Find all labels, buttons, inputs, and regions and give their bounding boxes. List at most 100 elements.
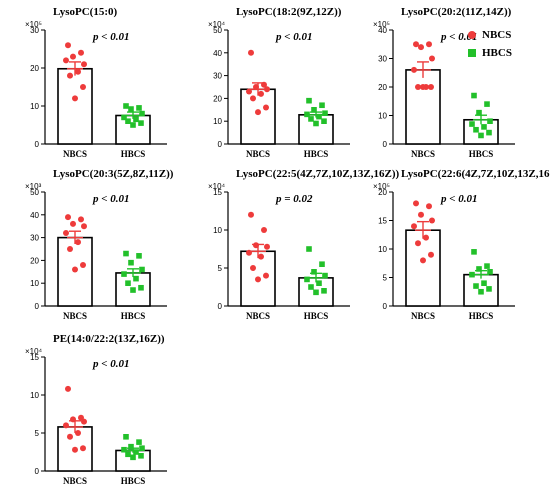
- legend-item-nbcs: NBCS: [468, 26, 548, 44]
- legend-item-hbcs: HBCS: [468, 44, 548, 62]
- data-point-nbcs: [65, 214, 71, 221]
- data-point-hbcs: [487, 269, 493, 275]
- y-tick-label: 30: [378, 55, 387, 64]
- data-point-hbcs: [121, 114, 127, 121]
- data-point-nbcs: [70, 53, 76, 60]
- data-point-nbcs: [426, 203, 432, 210]
- data-point-nbcs: [415, 84, 421, 90]
- data-point-nbcs: [263, 272, 269, 279]
- data-point-nbcs: [261, 81, 267, 88]
- data-point-hbcs: [128, 106, 134, 112]
- data-point-hbcs: [136, 439, 142, 445]
- y-tick-label: 30: [30, 26, 39, 35]
- data-point-hbcs: [311, 269, 317, 275]
- panel-title: LysoPC(18:2(9Z,12Z)): [236, 6, 342, 18]
- x-tick-label: NBCS: [63, 149, 87, 159]
- data-point-hbcs: [476, 266, 482, 272]
- y-tick-label: 30: [30, 234, 39, 243]
- panel-7: PE(14:0/22:2(13Z,16Z)) ×10⁴ p < 0.01 0 5 10 15…: [25, 333, 167, 486]
- data-point-nbcs: [80, 261, 86, 268]
- data-point-nbcs: [428, 84, 434, 90]
- data-point-hbcs: [469, 121, 475, 127]
- y-tick-label: 20: [378, 83, 387, 92]
- x-tick-label: HBCS: [304, 149, 329, 159]
- y-tick-label: 10: [30, 102, 39, 111]
- y-tick-label: 10: [213, 117, 222, 126]
- data-point-nbcs: [261, 227, 267, 233]
- data-point-hbcs: [121, 446, 127, 453]
- data-point-nbcs: [411, 66, 417, 73]
- data-point-nbcs: [248, 49, 254, 56]
- bar-hbcs: [115, 114, 151, 145]
- x-tick-label: NBCS: [63, 476, 87, 486]
- y-tick-label: 30: [213, 72, 222, 81]
- data-point-hbcs: [484, 101, 490, 107]
- data-point-hbcs: [486, 129, 492, 136]
- y-tick-label: 0: [218, 302, 223, 311]
- data-point-nbcs: [78, 49, 84, 56]
- data-point-hbcs: [133, 275, 139, 282]
- data-point-nbcs: [423, 234, 429, 241]
- data-point-hbcs: [125, 118, 131, 124]
- y-tick-label: 0: [35, 140, 40, 149]
- bar-hbcs: [298, 114, 334, 145]
- data-point-hbcs: [130, 287, 136, 293]
- y-tick-label: 0: [383, 140, 388, 149]
- y-tick-label: 15: [213, 188, 222, 197]
- data-point-hbcs: [486, 286, 492, 292]
- data-point-nbcs: [80, 445, 86, 452]
- legend: NBCS HBCS: [468, 26, 548, 62]
- p-value-label: p < 0.01: [92, 31, 130, 43]
- data-point-hbcs: [322, 110, 328, 117]
- data-point-hbcs: [121, 271, 127, 277]
- data-point-nbcs: [70, 416, 76, 423]
- data-point-nbcs: [253, 84, 259, 90]
- data-point-nbcs: [428, 251, 434, 258]
- data-point-hbcs: [471, 92, 477, 99]
- data-point-nbcs: [246, 88, 252, 95]
- data-point-hbcs: [319, 102, 325, 109]
- data-point-nbcs: [253, 242, 259, 249]
- panel-2: LysoPC(18:2(9Z,12Z)) ×10⁴ p < 0.01 0 10 20 30 4…: [208, 6, 350, 159]
- bar-nbcs: [405, 229, 441, 307]
- panel-5: LysoPC(22:5(4Z,7Z,10Z,13Z,16Z)) ×10⁴ p = 0…: [208, 168, 400, 321]
- data-point-hbcs: [125, 451, 131, 458]
- panel-6: LysoPC(22:6(4Z,7Z,10Z,13Z,16Z,19Z)) ×10⁵ p…: [373, 168, 550, 321]
- y-tick-label: 0: [383, 302, 388, 311]
- data-point-nbcs: [418, 44, 424, 51]
- data-point-hbcs: [138, 284, 144, 291]
- data-point-nbcs: [63, 57, 69, 64]
- data-point-hbcs: [139, 445, 145, 451]
- axis-multiplier: ×10⁵: [25, 20, 42, 29]
- data-point-nbcs: [65, 42, 71, 49]
- y-tick-label: 0: [35, 467, 40, 476]
- y-tick-label: 20: [30, 256, 39, 265]
- data-point-hbcs: [136, 105, 142, 111]
- y-tick-label: 5: [35, 429, 40, 438]
- data-point-hbcs: [133, 116, 139, 123]
- data-point-nbcs: [63, 422, 69, 429]
- data-point-nbcs: [67, 246, 73, 252]
- data-point-hbcs: [133, 449, 139, 455]
- data-point-hbcs: [313, 120, 319, 127]
- data-point-nbcs: [413, 200, 419, 207]
- data-point-nbcs: [429, 55, 435, 62]
- data-point-nbcs: [248, 211, 254, 218]
- axis-multiplier: ×10³: [25, 182, 42, 191]
- data-point-hbcs: [125, 280, 131, 286]
- x-tick-label: NBCS: [411, 149, 435, 159]
- data-point-hbcs: [138, 120, 144, 126]
- axis-multiplier: ×10⁴: [25, 347, 43, 356]
- data-point-nbcs: [70, 220, 76, 227]
- data-point-nbcs: [72, 95, 78, 102]
- legend-label-hbcs: HBCS: [482, 47, 512, 59]
- x-tick-label: HBCS: [469, 311, 494, 321]
- data-point-hbcs: [322, 272, 328, 279]
- axis-multiplier: ×10⁵: [373, 20, 390, 29]
- panel-title: LysoPC(20:3(5Z,8Z,11Z)): [53, 168, 174, 180]
- data-point-nbcs: [81, 61, 87, 68]
- y-tick-label: 10: [30, 279, 39, 288]
- data-point-hbcs: [484, 263, 490, 269]
- nbcs-marker-icon: [468, 31, 476, 39]
